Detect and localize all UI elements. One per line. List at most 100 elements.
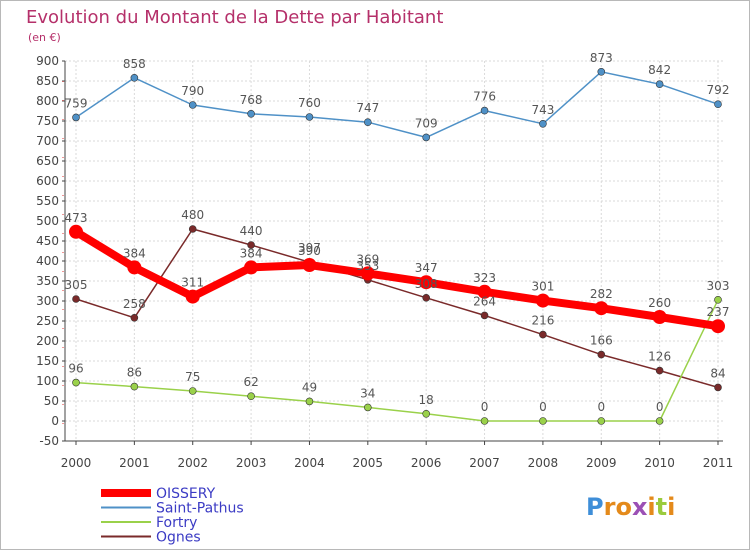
data-label-fortry: 0 xyxy=(597,400,605,414)
legend-label-oissery: OISSERY xyxy=(156,486,216,502)
data-label-oissery: 384 xyxy=(240,246,263,260)
legend-label-fortry: Fortry xyxy=(156,515,197,531)
xtick-label: 2002 xyxy=(177,456,208,470)
ytick-label: 450 xyxy=(36,234,59,248)
chart-title: Evolution du Montant de la Dette par Hab… xyxy=(26,7,443,28)
point-fortry xyxy=(305,397,314,406)
data-label-ognes: 126 xyxy=(648,350,671,364)
point-fortry xyxy=(72,378,80,387)
data-label-saint-pathus: 743 xyxy=(531,103,554,117)
ytick-label: 400 xyxy=(36,254,59,268)
point-oissery xyxy=(535,293,550,308)
ytick-label: 700 xyxy=(36,134,59,148)
point-ognes xyxy=(714,383,722,392)
chart-subtitle: (en €) xyxy=(28,31,61,44)
ytick-label: 150 xyxy=(36,354,59,368)
data-label-oissery: 260 xyxy=(648,296,671,310)
point-fortry xyxy=(714,295,722,304)
ytick-label: 200 xyxy=(36,334,59,348)
ytick-label: 750 xyxy=(36,114,59,128)
ytick-label: 550 xyxy=(36,194,59,208)
ytick-label: 900 xyxy=(36,54,59,68)
data-label-oissery: 301 xyxy=(531,280,554,294)
ytick-label: 350 xyxy=(36,274,59,288)
ytick-label: 800 xyxy=(36,94,59,108)
data-label-fortry: 303 xyxy=(707,279,730,293)
point-fortry xyxy=(480,417,489,425)
point-oissery xyxy=(69,224,83,239)
point-fortry xyxy=(130,382,139,391)
xtick-label: 2010 xyxy=(644,456,675,470)
logo-letter: r xyxy=(604,493,616,521)
data-label-oissery: 384 xyxy=(123,246,146,260)
data-label-fortry: 96 xyxy=(68,362,83,376)
data-label-saint-pathus: 873 xyxy=(590,51,613,65)
point-ognes xyxy=(597,350,606,359)
data-label-saint-pathus: 709 xyxy=(415,116,438,130)
ytick-label: 300 xyxy=(36,294,59,308)
point-saint-pathus xyxy=(480,106,489,115)
data-label-ognes: 305 xyxy=(65,278,88,292)
data-label-oissery: 237 xyxy=(707,305,730,319)
ytick-label: 0 xyxy=(51,414,59,428)
point-saint-pathus xyxy=(305,113,314,121)
data-label-ognes: 440 xyxy=(240,224,263,238)
legend-label-saint-pathus: Saint-Pathus xyxy=(156,501,244,517)
ytick-label: 500 xyxy=(36,214,59,228)
data-label-oissery: 390 xyxy=(298,244,321,258)
xtick-label: 2003 xyxy=(236,456,267,470)
point-oissery xyxy=(652,310,667,324)
ytick-label: 100 xyxy=(36,374,59,388)
point-ognes xyxy=(130,313,139,322)
point-ognes xyxy=(655,366,664,375)
logo-letter: P xyxy=(586,493,604,521)
point-saint-pathus xyxy=(714,100,722,108)
data-label-fortry: 75 xyxy=(185,370,200,384)
xtick-label: 2004 xyxy=(294,456,325,470)
proxiti-logo: Proxiti xyxy=(586,493,675,521)
point-oissery xyxy=(594,301,609,316)
point-fortry xyxy=(188,387,197,395)
point-saint-pathus xyxy=(539,120,547,128)
point-ognes xyxy=(480,311,489,320)
point-ognes xyxy=(72,295,80,303)
data-label-ognes: 166 xyxy=(590,334,613,348)
data-label-ognes: 397 xyxy=(298,241,321,255)
point-fortry xyxy=(655,417,664,425)
point-ognes xyxy=(539,330,547,339)
data-label-fortry: 18 xyxy=(419,393,434,407)
data-label-oissery: 323 xyxy=(473,271,496,285)
data-label-saint-pathus: 759 xyxy=(65,96,88,110)
data-label-saint-pathus: 790 xyxy=(181,84,204,98)
data-label-fortry: 49 xyxy=(302,380,317,394)
data-label-saint-pathus: 792 xyxy=(707,83,730,97)
data-label-fortry: 86 xyxy=(127,366,142,380)
data-label-oissery: 311 xyxy=(181,276,204,290)
point-fortry xyxy=(364,403,372,412)
ytick-label: -50 xyxy=(39,434,59,448)
point-oissery xyxy=(244,260,259,275)
data-label-fortry: 0 xyxy=(539,400,547,414)
logo-letter: x xyxy=(632,493,648,521)
point-saint-pathus xyxy=(655,80,664,88)
data-label-fortry: 62 xyxy=(243,375,258,389)
point-saint-pathus xyxy=(597,68,606,76)
point-saint-pathus xyxy=(247,110,255,118)
ytick-label: 650 xyxy=(36,154,59,168)
data-label-ognes: 308 xyxy=(415,277,438,291)
point-oissery xyxy=(477,284,492,299)
logo-letter: o xyxy=(615,493,632,521)
data-label-saint-pathus: 858 xyxy=(123,57,146,71)
data-label-oissery: 369 xyxy=(356,252,379,266)
series-line-saint-pathus xyxy=(75,71,719,139)
series-line-ognes xyxy=(75,228,719,389)
series-line-oissery xyxy=(73,228,719,331)
point-fortry xyxy=(597,417,606,425)
ytick-label: 250 xyxy=(36,314,59,328)
point-saint-pathus xyxy=(130,74,139,82)
point-ognes xyxy=(247,241,255,249)
point-oissery xyxy=(711,319,725,334)
point-oissery xyxy=(302,258,317,272)
